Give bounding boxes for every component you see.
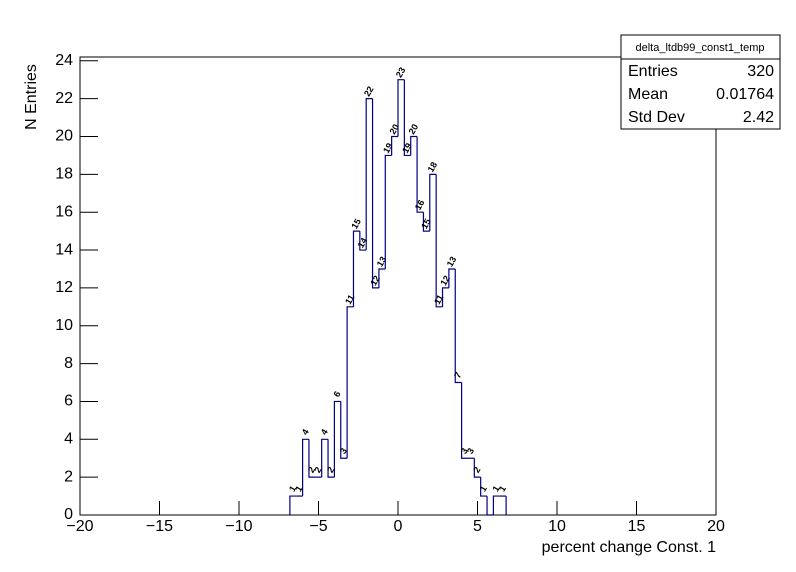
- histogram-bin: [391, 135, 398, 156]
- stats-label: Mean: [628, 86, 668, 103]
- value-label: 19: [381, 141, 395, 155]
- value-label: 1: [478, 484, 489, 493]
- stats-value: 0.01764: [716, 86, 774, 103]
- histogram-bin: [461, 382, 468, 459]
- value-label: 2: [471, 465, 482, 474]
- histogram-bin: [340, 401, 348, 459]
- histogram-bin: [384, 154, 392, 269]
- histogram-bin: [410, 135, 418, 156]
- value-label: 2: [312, 465, 323, 474]
- value-label: 15: [419, 217, 433, 231]
- value-label: 12: [438, 274, 452, 288]
- histogram-bin: [486, 496, 494, 516]
- histogram-bin: [480, 477, 488, 497]
- histogram-bin: [378, 268, 386, 288]
- x-tick-label: −5: [309, 518, 327, 535]
- y-tick-label: 6: [64, 393, 73, 410]
- value-label: 4: [319, 427, 330, 436]
- x-tick-label: −10: [225, 518, 252, 535]
- value-label: 22: [362, 84, 376, 98]
- value-label: 11: [343, 293, 356, 306]
- value-label: 2: [306, 465, 317, 474]
- y-tick-label: 4: [64, 431, 73, 448]
- histogram-bin: [352, 230, 360, 307]
- value-label: 7: [452, 371, 463, 380]
- value-label: 14: [356, 236, 370, 250]
- histogram-bin: [403, 79, 411, 157]
- x-tick-label: −15: [146, 518, 173, 535]
- histogram-bin: [365, 98, 373, 251]
- value-label: 4: [300, 427, 311, 436]
- value-label: 11: [432, 293, 445, 306]
- value-label: 1: [293, 484, 304, 493]
- value-label: 3: [465, 446, 476, 455]
- stats-label: Entries: [628, 63, 678, 80]
- value-label: 18: [426, 160, 440, 174]
- x-tick-label: 0: [394, 518, 403, 535]
- y-tick-label: 2: [64, 468, 73, 485]
- value-label: 23: [394, 66, 408, 80]
- value-label: 3: [459, 446, 470, 455]
- histogram-bin: [333, 400, 341, 478]
- histogram-bin: [454, 268, 462, 384]
- histogram-bin: [346, 306, 354, 459]
- y-tick-label: 0: [64, 506, 73, 523]
- value-label: 3: [338, 446, 349, 455]
- x-tick-label: 10: [548, 518, 566, 535]
- y-tick-label: 24: [55, 52, 73, 69]
- histogram-bin: [448, 268, 456, 288]
- histogram-bin: [359, 231, 367, 251]
- value-label: 20: [387, 122, 401, 136]
- histogram-bin: [321, 438, 329, 478]
- y-tick-label: 8: [64, 355, 73, 372]
- histogram-bin: [308, 439, 316, 478]
- value-label: 12: [368, 274, 382, 288]
- x-axis-label: percent change Const. 1: [542, 539, 716, 556]
- y-tick-label: 20: [55, 128, 73, 145]
- value-label: 20: [407, 122, 421, 136]
- x-tick-label: 20: [707, 518, 725, 535]
- y-axis-label: N Entries: [23, 64, 40, 130]
- histogram-bin: [302, 438, 309, 497]
- stats-box: delta_ltdb99_const1_temp Entries 320 Mea…: [620, 34, 781, 130]
- value-label: 13: [445, 255, 459, 269]
- stats-frame: [620, 34, 781, 130]
- histogram-bin: [492, 495, 500, 515]
- y-tick-label: 12: [55, 279, 73, 296]
- histogram-bin: [441, 287, 449, 307]
- y-tick-label: 14: [55, 241, 73, 258]
- histogram-bin: [289, 495, 297, 515]
- stats-title: delta_ltdb99_const1_temp: [635, 42, 764, 54]
- y-tick-label: 10: [55, 317, 73, 334]
- y-tick-label: 16: [55, 203, 73, 220]
- value-label: 16: [413, 198, 427, 212]
- y-tick-label: 22: [55, 90, 73, 107]
- stats-value: 2.42: [743, 109, 774, 126]
- value-label: 13: [375, 255, 389, 269]
- y-tick-label: 18: [55, 166, 73, 183]
- value-label: 15: [349, 217, 363, 231]
- stats-label: Std Dev: [628, 109, 685, 126]
- x-tick-label: 15: [628, 518, 646, 535]
- value-label: 1: [287, 484, 298, 493]
- x-tick-label: 5: [473, 518, 482, 535]
- histogram-bin: [397, 79, 405, 137]
- histogram-bin: [429, 173, 437, 232]
- value-label: 6: [331, 389, 342, 398]
- value-label: 1: [497, 484, 508, 493]
- value-label: 1: [490, 484, 501, 493]
- histogram-bin: [473, 458, 481, 478]
- value-label: 19: [400, 141, 414, 155]
- histogram-bin: [416, 136, 424, 213]
- histogram-bin: [435, 174, 443, 308]
- histogram-bin: [327, 439, 335, 478]
- histogram-bin: [371, 98, 379, 289]
- value-label: 2: [325, 465, 336, 474]
- x-tick-label: −20: [66, 518, 93, 535]
- histogram-bin: [422, 212, 430, 232]
- stats-value: 320: [747, 63, 774, 80]
